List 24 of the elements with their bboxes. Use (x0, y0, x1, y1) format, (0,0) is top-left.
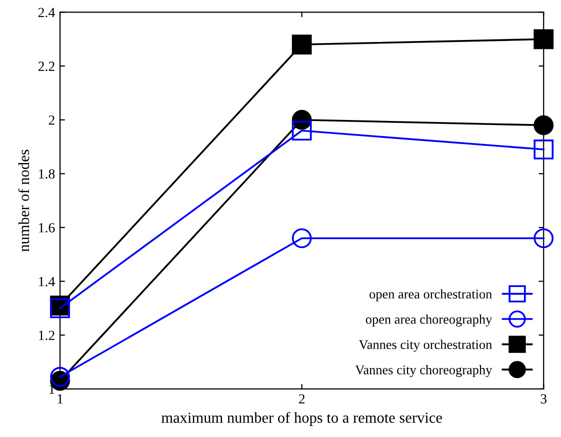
x-tick-label: 1 (58, 394, 63, 404)
point (534, 140, 554, 160)
point (292, 228, 312, 248)
legend-label: open area orchestration (370, 289, 492, 302)
y-tick-label: 2.4 (38, 8, 55, 18)
point (534, 228, 554, 248)
y-tick-label: 1.8 (39, 169, 55, 179)
y-tick-label: 1.6 (39, 223, 55, 233)
x-axis-title: maximum number of hops to a remote service (161, 412, 442, 426)
point (50, 366, 70, 387)
legend-label: Vannes city orchestration (358, 340, 492, 352)
point (292, 34, 312, 54)
x-tick-label: 3 (540, 394, 547, 404)
y-tick-label: 2 (48, 115, 54, 125)
legend-label: open area choreography (366, 314, 492, 326)
legend-label: Vannes city choreography (355, 365, 492, 378)
y-axis-title: number of nodes (18, 150, 30, 252)
point (534, 115, 554, 136)
point (534, 29, 554, 50)
point (292, 120, 312, 141)
y-tick-label: 1.4 (39, 276, 55, 286)
y-tick-label: 1.2 (39, 330, 54, 340)
y-tick-label: 2.2 (38, 62, 54, 72)
x-tick-label: 2 (298, 394, 305, 404)
